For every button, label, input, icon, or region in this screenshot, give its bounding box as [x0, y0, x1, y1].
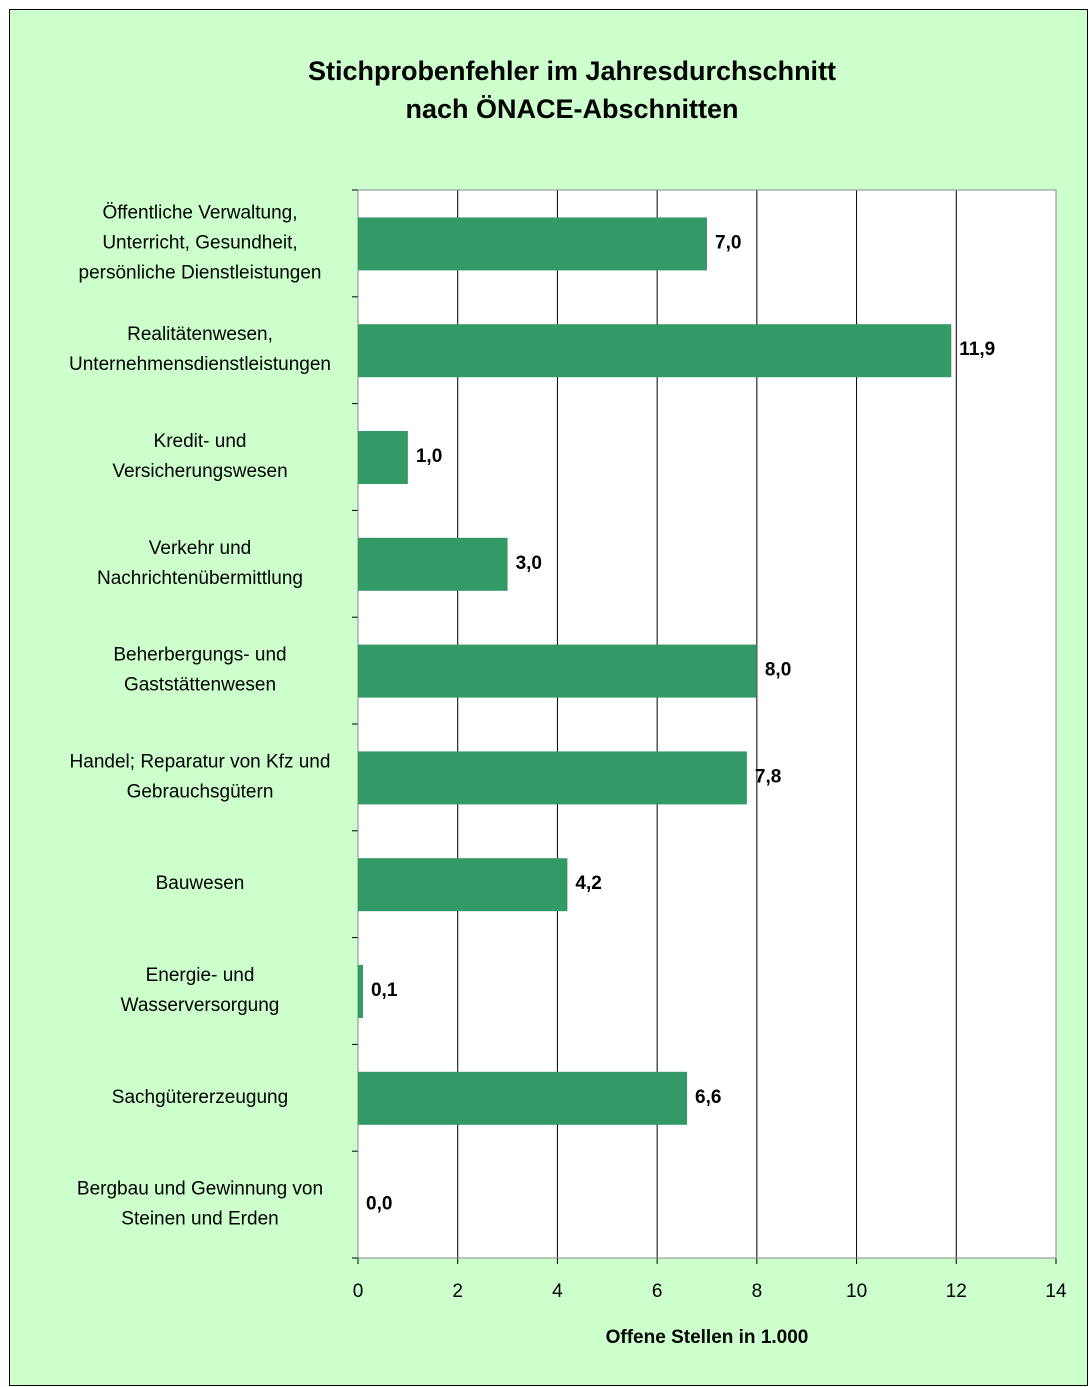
y-tick-label: Kredit- und Versicherungswesen [112, 431, 287, 482]
bar [358, 1071, 688, 1125]
y-tick-label: Handel; Reparatur von Kfz und Gebrauchsgü… [70, 751, 331, 802]
x-tick-label: 6 [652, 1281, 663, 1302]
value-label: 8,0 [765, 660, 791, 681]
bar [358, 324, 952, 378]
y-tick-label: Bergbau und Gewinnung von Steinen und Erd… [77, 1179, 323, 1230]
value-label: 4,2 [575, 873, 601, 894]
x-tick-label: 4 [552, 1281, 563, 1302]
value-label: 1,0 [416, 446, 442, 467]
y-tick-label: Bauwesen [156, 873, 245, 894]
bar [358, 537, 508, 591]
x-tick-label: 0 [353, 1281, 364, 1302]
bar [358, 217, 707, 271]
value-label: 0,0 [366, 1194, 392, 1215]
y-tick-label: Verkehr und Nachrichtenübermittlung [97, 538, 303, 589]
value-label: 0,1 [371, 980, 398, 1001]
plot-border [357, 189, 1057, 1259]
bar [358, 858, 568, 912]
x-axis-label: Offene Stellen in 1.000 [606, 1327, 809, 1348]
y-tick-label: Sachgütererzeugung [112, 1087, 288, 1108]
x-tick-label: 8 [752, 1281, 763, 1302]
x-tick-label: 2 [452, 1281, 463, 1302]
value-label: 3,0 [516, 553, 542, 574]
value-label: 7,0 [715, 232, 741, 253]
x-tick-label: 10 [846, 1281, 867, 1302]
bar [358, 431, 408, 484]
bar [358, 751, 747, 805]
x-tick-label: 14 [1045, 1281, 1067, 1302]
y-tick-label: Beherbergungs- und Gaststättenwesen [113, 645, 286, 696]
value-label: 7,8 [755, 766, 781, 787]
bar [358, 965, 363, 1018]
x-tick-label: 12 [946, 1281, 967, 1302]
y-tick-label: Energie- und Wasserversorgung [121, 965, 280, 1016]
value-label: 11,9 [959, 339, 995, 360]
y-tick-label: Realitätenwesen, Unternehmensdienstleistu… [69, 324, 331, 375]
y-tick-label: Öffentliche Verwaltung, Unterricht, Gesun… [79, 202, 322, 283]
value-label: 6,6 [695, 1087, 721, 1108]
bar [358, 644, 757, 698]
chart-title: Stichprobenfehler im Jahresdurchschnitt n… [308, 56, 836, 124]
